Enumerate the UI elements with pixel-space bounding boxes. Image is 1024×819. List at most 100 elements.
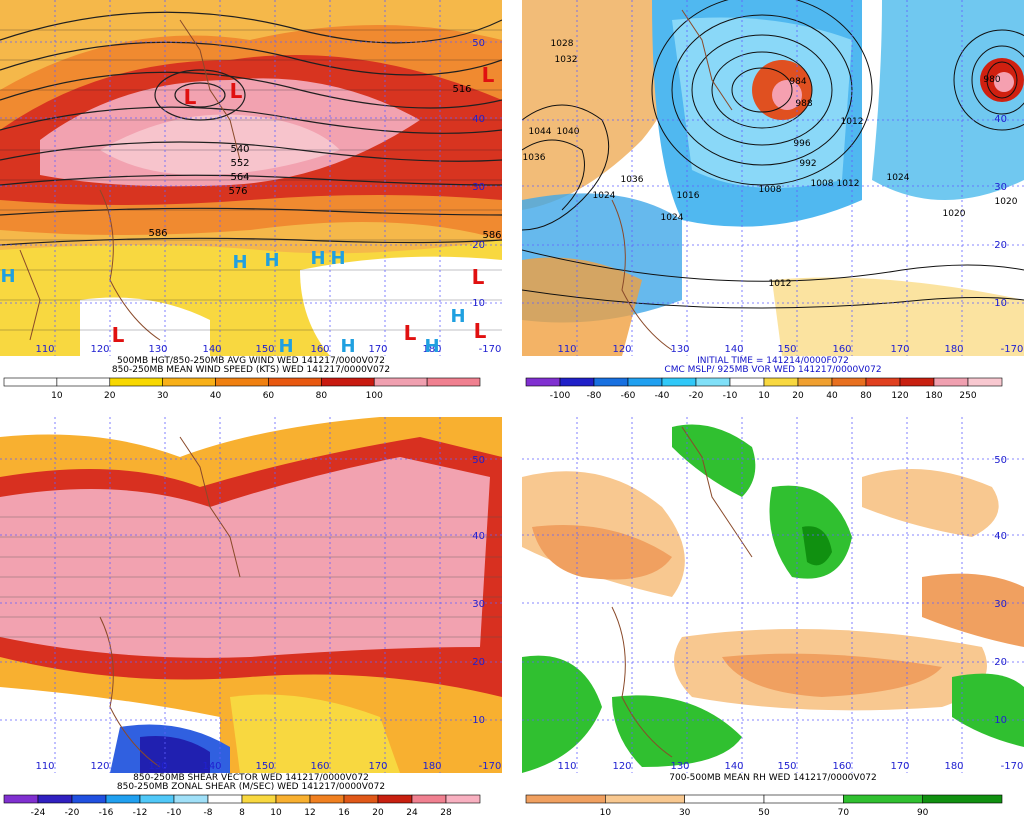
colorbar-swatch (525, 794, 606, 804)
high-pressure-marker: H (232, 252, 247, 273)
high-pressure-marker: H (340, 336, 355, 356)
colorbar-swatch (105, 794, 141, 804)
contour-label: 552 (230, 158, 249, 169)
colorbar-swatch (275, 794, 311, 804)
colorbar-label: 40 (210, 391, 222, 401)
colorbar-wind-shear: -24 -20 -16 -12 -10 -8 8 10 12 16 20 24 28 (3, 794, 481, 818)
longitude-label: 170 (368, 761, 387, 772)
longitude-label: 160 (310, 344, 329, 355)
colorbar-swatch (865, 377, 901, 387)
colorbar-swatch (321, 377, 375, 387)
colorbar-label: 20 (104, 391, 116, 401)
latitude-label: 10 (472, 715, 485, 726)
colorbar-mean-rh: 10 30 50 70 90 (525, 794, 1003, 818)
longitude-label: 140 (724, 344, 743, 355)
longitude-label: 140 (724, 761, 743, 772)
colorbar-swatch (215, 377, 269, 387)
colorbar-label: -20 (65, 808, 80, 818)
colorbar-swatch (173, 794, 209, 804)
colorbar-wind-speed: 10 20 30 40 60 80 100 (3, 377, 481, 401)
longitude-label: -170 (479, 344, 502, 355)
colorbar-label: 40 (826, 391, 838, 401)
longitude-label: 110 (35, 344, 54, 355)
colorbar-swatch (373, 377, 428, 387)
colorbar-swatch (162, 377, 216, 387)
latitude-label: 30 (472, 599, 485, 610)
contour-label: 516 (452, 84, 471, 95)
colorbar-label: 30 (157, 391, 169, 401)
longitude-label: 150 (255, 761, 274, 772)
latitude-label: 50 (994, 455, 1007, 466)
longitude-label: 160 (832, 344, 851, 355)
isobar-label: 1008 (811, 179, 834, 189)
high-pressure-marker: H (330, 248, 345, 269)
colorbar-label: -80 (587, 391, 602, 401)
high-pressure-marker: H (450, 306, 465, 327)
colorbar-label: 30 (679, 808, 691, 818)
colorbar-swatch (763, 377, 799, 387)
longitude-label: 150 (255, 344, 274, 355)
longitude-label: -170 (479, 761, 502, 772)
high-pressure-marker: H (310, 248, 325, 269)
colorbar-swatch (627, 377, 663, 387)
colorbar-label: 28 (440, 808, 452, 818)
low-pressure-marker: L (112, 323, 125, 347)
caption-line-2: 850-250MB ZONAL SHEAR (M/SEC) WED 141217… (116, 782, 386, 792)
caption-line-1: 700-500MB MEAN RH WED 141217/0000V072 (669, 773, 877, 783)
isobar-label: 1008 (759, 185, 782, 195)
isobar-label: 992 (799, 159, 816, 169)
longitude-label: 180 (944, 761, 963, 772)
latitude-label: 40 (472, 531, 485, 542)
longitude-label: 130 (670, 761, 689, 772)
colorbar-label: -60 (621, 391, 636, 401)
longitude-label: 120 (612, 761, 631, 772)
colorbar-swatch (684, 794, 765, 804)
isobar-label: 1032 (555, 55, 578, 65)
map-mslp-vorticity: 40 30 20 10 110 120 130 140 150 160 170 180 -170 10… (522, 0, 1024, 356)
colorbar-mslp-vorticity: -100 -80 -60 -40 -20 -10 10 20 40 80 120 180 250 (525, 377, 1003, 401)
longitude-label: 140 (202, 761, 221, 772)
colorbar-label: 10 (758, 391, 770, 401)
colorbar-label: 10 (270, 808, 282, 818)
colorbar-swatch (241, 794, 277, 804)
contour-label: 564 (230, 172, 249, 183)
isobar-label: 1024 (593, 191, 616, 201)
colorbar-swatch (426, 377, 481, 387)
colorbar-swatch (922, 794, 1003, 804)
colorbar-label: 50 (758, 808, 770, 818)
longitude-label: 120 (90, 344, 109, 355)
isobar-label: 1012 (841, 117, 864, 127)
colorbar-swatch (411, 794, 447, 804)
contour-label: 540 (230, 144, 249, 155)
low-pressure-marker: L (184, 85, 197, 109)
colorbar-swatch (797, 377, 833, 387)
longitude-label: -170 (1001, 344, 1024, 355)
longitude-label: 160 (832, 761, 851, 772)
map-mean-rh: 50 40 30 20 10 110 120 130 140 150 160 170 180 -170 (522, 417, 1024, 773)
longitude-label: 150 (777, 344, 796, 355)
colorbar-swatch (729, 377, 765, 387)
caption-line-1: 500MB HGT/850-250MB AVG WIND WED 141217/… (117, 356, 385, 366)
latitude-label: 30 (472, 182, 485, 193)
colorbar-label: -40 (655, 391, 670, 401)
caption-line-2: 850-250MB MEAN WIND SPEED (KTS) WED 1412… (111, 365, 391, 375)
caption-line-2: CMC MSLP/ 925MB VOR WED 141217/0000V072 (664, 365, 882, 375)
longitude-label: 180 (422, 344, 441, 355)
longitude-label: 130 (148, 344, 167, 355)
high-pressure-marker: H (0, 266, 15, 287)
colorbar-label: -8 (204, 808, 213, 818)
colorbar-label: 24 (406, 808, 418, 818)
colorbar-swatch (37, 794, 73, 804)
colorbar-label: 120 (891, 391, 908, 401)
isobar-label: 984 (789, 77, 806, 87)
longitude-label: 170 (368, 344, 387, 355)
colorbar-label: 8 (239, 808, 245, 818)
colorbar-label: -10 (167, 808, 182, 818)
longitude-label: -170 (1001, 761, 1024, 772)
colorbar-label: 10 (51, 391, 63, 401)
caption-line-1: 850-250MB SHEAR VECTOR WED 141217/0000V0… (133, 773, 369, 783)
longitude-label: 130 (670, 344, 689, 355)
isobar-label: 1016 (677, 191, 700, 201)
latitude-label: 20 (472, 657, 485, 668)
